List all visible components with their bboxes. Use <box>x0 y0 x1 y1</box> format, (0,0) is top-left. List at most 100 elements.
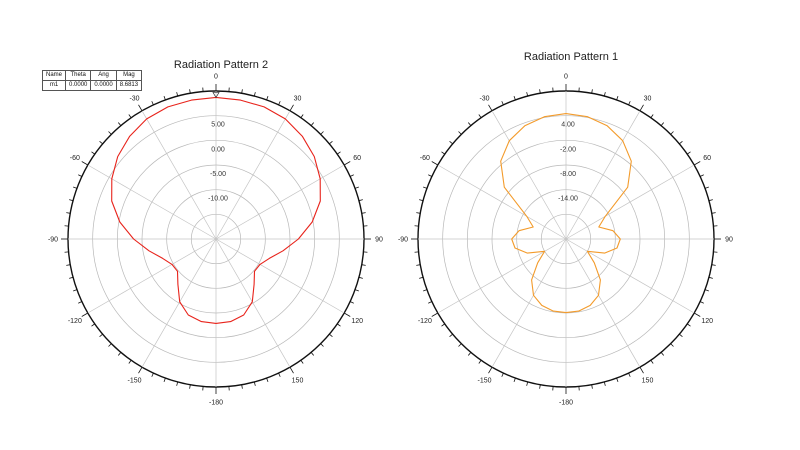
outer-tick <box>66 264 71 266</box>
outer-tick <box>513 377 516 382</box>
outer-tick <box>650 114 654 118</box>
outer-tick <box>108 131 112 135</box>
pattern-trace <box>111 96 321 324</box>
angle-tick-label: 60 <box>353 155 361 162</box>
outer-tick <box>711 264 716 266</box>
outer-tick <box>488 104 493 112</box>
outer-tick <box>458 131 462 135</box>
outer-tick <box>449 140 453 145</box>
radial-spoke <box>565 110 641 240</box>
outer-tick <box>431 312 439 317</box>
angle-tick-label: 90 <box>725 237 733 244</box>
outer-tick <box>128 114 132 118</box>
outer-tick <box>708 276 713 279</box>
outer-tick <box>428 174 433 177</box>
marker-table-row: m1 0.0000 0.0000 8.6813 <box>41 80 143 91</box>
outer-tick <box>69 276 74 279</box>
radial-spoke <box>141 238 217 368</box>
outer-tick <box>337 323 341 327</box>
outer-tick <box>99 140 103 145</box>
outer-tick <box>289 104 294 112</box>
angle-tick-label: -90 <box>48 237 58 244</box>
radial-tick-label: -2.00 <box>560 146 576 153</box>
radial-spoke <box>215 110 291 240</box>
angle-tick-label: -30 <box>479 95 489 102</box>
outer-tick <box>513 96 516 101</box>
angle-tick-label: 150 <box>292 378 304 385</box>
angle-tick-label: -30 <box>129 95 139 102</box>
outer-tick <box>670 343 674 347</box>
radial-spoke <box>565 238 695 314</box>
radial-tick-label: -5.00 <box>210 171 226 178</box>
radial-tick-label: -10.00 <box>208 196 228 203</box>
outer-tick <box>501 372 504 377</box>
angle-tick-label: -120 <box>418 318 432 325</box>
outer-tick <box>278 101 281 106</box>
outer-tick <box>467 122 472 126</box>
outer-tick <box>539 384 541 389</box>
marker-theta-cell: 0.0000 <box>65 80 92 91</box>
marker-m1 <box>212 92 220 99</box>
outer-tick <box>501 101 504 106</box>
outer-tick <box>163 96 166 101</box>
outer-tick <box>78 301 83 304</box>
marker-table: Name Theta Ang Mag m1 0.0000 0.0000 8.68… <box>41 70 143 91</box>
angle-tick-label: -150 <box>477 378 491 385</box>
outer-tick <box>354 186 359 189</box>
angle-tick-label: -180 <box>209 400 223 407</box>
radial-spoke <box>565 164 695 240</box>
outer-tick <box>138 366 143 374</box>
outer-tick <box>189 384 191 389</box>
angle-tick-label: 60 <box>703 155 711 162</box>
outer-tick <box>117 352 122 356</box>
outer-tick <box>449 333 453 338</box>
outer-tick <box>78 174 83 177</box>
radial-spoke <box>437 238 567 314</box>
outer-tick <box>603 92 606 97</box>
outer-tick <box>358 276 363 279</box>
marker-ang-cell: 0.0000 <box>90 80 117 91</box>
outer-tick <box>478 360 482 364</box>
outer-tick <box>358 199 363 202</box>
outer-tick <box>278 372 281 377</box>
marker-header-mag: Mag <box>115 70 143 81</box>
outer-tick <box>108 343 112 347</box>
outer-tick <box>176 92 179 97</box>
radial-spoke <box>141 110 217 240</box>
marker-name-cell: m1 <box>41 80 67 91</box>
outer-tick <box>639 104 644 112</box>
radial-tick-label: 5.00 <box>211 122 225 129</box>
outer-tick <box>628 101 631 106</box>
outer-tick <box>419 199 424 202</box>
outer-tick <box>467 352 472 356</box>
outer-tick <box>526 92 529 97</box>
outer-tick <box>650 360 654 364</box>
outer-tick <box>603 381 606 386</box>
outer-tick <box>300 360 304 364</box>
angle-tick-label: -60 <box>420 155 430 162</box>
radial-spoke <box>215 238 345 314</box>
outer-tick <box>343 161 351 166</box>
outer-tick <box>253 92 256 97</box>
outer-tick <box>704 289 709 292</box>
radial-tick-label: 4.00 <box>561 122 575 129</box>
outer-tick <box>300 114 304 118</box>
angle-tick-label: 120 <box>351 318 363 325</box>
marker-mag-cell: 8.6813 <box>115 80 143 91</box>
outer-tick <box>189 89 191 94</box>
outer-tick <box>478 114 482 118</box>
angle-tick-label: -150 <box>127 378 141 385</box>
angle-tick-label: 30 <box>644 95 652 102</box>
outer-tick <box>591 89 593 94</box>
outer-tick <box>431 161 439 166</box>
outer-tick <box>349 174 354 177</box>
outer-tick <box>616 377 619 382</box>
outer-tick <box>526 381 529 386</box>
outer-tick <box>361 264 366 266</box>
outer-tick <box>151 372 154 377</box>
angle-tick-label: 150 <box>642 378 654 385</box>
outer-tick <box>679 140 683 145</box>
angle-tick-label: -90 <box>398 237 408 244</box>
outer-tick <box>81 161 89 166</box>
